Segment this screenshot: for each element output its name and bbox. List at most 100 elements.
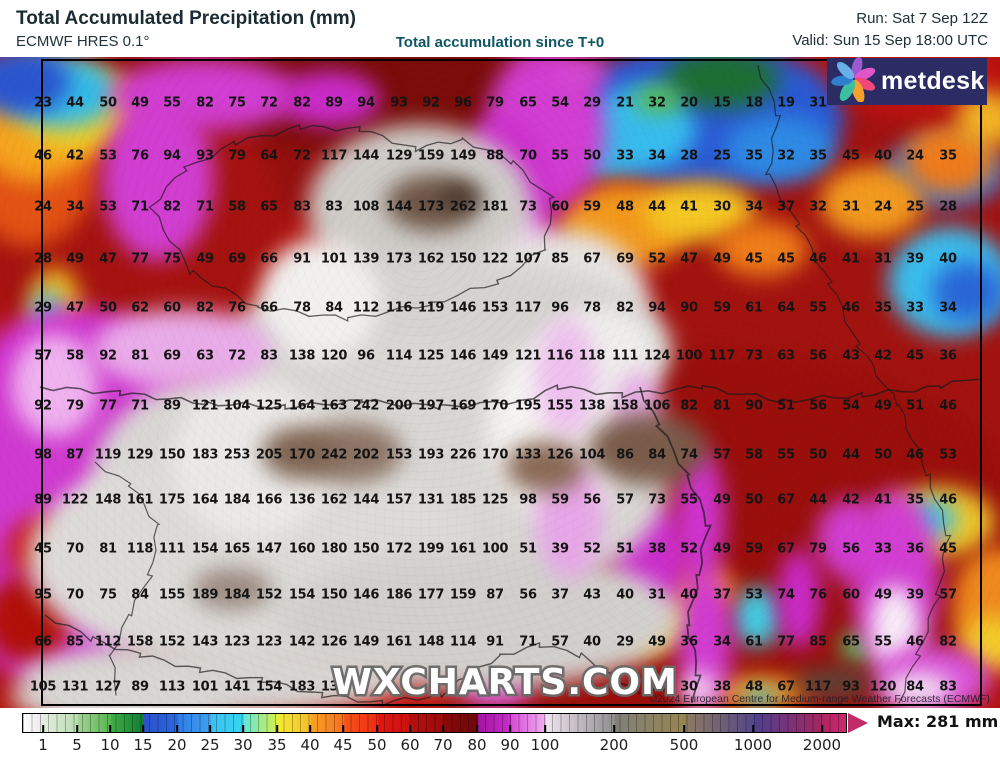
grid-value: 162 [320, 492, 348, 508]
grid-value: 58 [66, 348, 84, 364]
grid-value: 83 [325, 199, 343, 215]
grid-value: 59 [745, 541, 763, 557]
grid-value: 49 [196, 251, 214, 267]
grid-value: 111 [611, 348, 639, 364]
grid-value: 72 [228, 348, 246, 364]
grid-value: 183 [288, 679, 316, 695]
grid-value: 89 [325, 95, 343, 111]
grid-value: 152 [158, 634, 186, 650]
grid-value: 44 [648, 199, 666, 215]
grid-value: 158 [126, 634, 154, 650]
grid-value: 76 [228, 300, 246, 316]
colorbar-tick-label: 90 [500, 736, 520, 754]
grid-value: 51 [777, 398, 795, 414]
grid-value: 82 [293, 95, 311, 111]
grid-value: 60 [842, 587, 860, 603]
grid-value: 49 [874, 398, 892, 414]
grid-value: 65 [842, 634, 860, 650]
grid-value: 67 [777, 679, 795, 695]
grid-value: 105 [29, 679, 57, 695]
grid-value: 31 [648, 587, 666, 603]
grid-value: 161 [126, 492, 154, 508]
grid-value: 71 [131, 398, 149, 414]
grid-value: 124 [643, 348, 671, 364]
grid-value: 78 [583, 300, 601, 316]
colorbar-tick-label: 30 [233, 736, 253, 754]
grid-value: 67 [583, 251, 601, 267]
grid-value: 56 [842, 541, 860, 557]
grid-value: 55 [551, 148, 569, 164]
grid-value: 117 [514, 300, 542, 316]
grid-value: 41 [680, 199, 698, 215]
grid-value: 177 [417, 587, 445, 603]
grid-value: 46 [906, 634, 924, 650]
grid-value: 161 [449, 541, 477, 557]
grid-value: 82 [163, 199, 181, 215]
grid-value: 82 [939, 634, 957, 650]
colorbar-tick-label: 45 [333, 736, 353, 754]
grid-value: 36 [939, 348, 957, 364]
copyright-text: ©2024 European Centre for Medium-range W… [649, 693, 990, 705]
grid-value: 123 [255, 634, 283, 650]
grid-value: 40 [680, 587, 698, 603]
grid-value: 69 [616, 251, 634, 267]
grid-value: 55 [874, 634, 892, 650]
grid-value: 28 [939, 199, 957, 215]
grid-value: 86 [616, 447, 634, 463]
grid-value: 49 [131, 95, 149, 111]
grid-value: 33 [874, 541, 892, 557]
metdesk-pinwheel-icon [827, 57, 879, 107]
grid-value: 117 [804, 679, 832, 695]
grid-value: 44 [842, 447, 860, 463]
grid-value: 126 [546, 447, 574, 463]
colorbar-tick-label: 500 [669, 736, 699, 754]
run-timestamp: Run: Sat 7 Sep 12Z [856, 10, 988, 27]
grid-value: 33 [906, 300, 924, 316]
grid-value: 116 [385, 300, 413, 316]
grid-value: 73 [745, 348, 763, 364]
grid-value: 40 [616, 587, 634, 603]
grid-value: 118 [578, 348, 606, 364]
grid-value: 52 [648, 251, 666, 267]
grid-value: 49 [648, 634, 666, 650]
grid-value: 87 [66, 447, 84, 463]
grid-value: 55 [777, 447, 795, 463]
grid-value: 59 [713, 300, 731, 316]
grid-value: 117 [708, 348, 736, 364]
wxcharts-watermark: WXCHARTS.COM [330, 660, 680, 706]
grid-value: 75 [163, 251, 181, 267]
grid-value: 93 [390, 95, 408, 111]
grid-value: 45 [34, 541, 52, 557]
grid-value: 153 [481, 300, 509, 316]
grid-value: 74 [777, 587, 795, 603]
grid-value: 84 [131, 587, 149, 603]
grid-value: 108 [352, 199, 380, 215]
grid-value: 79 [809, 541, 827, 557]
grid-value: 45 [745, 251, 763, 267]
grid-value: 78 [293, 300, 311, 316]
grid-value: 85 [809, 634, 827, 650]
grid-value: 116 [546, 348, 574, 364]
grid-value: 71 [131, 199, 149, 215]
grid-value: 119 [417, 300, 445, 316]
grid-value: 30 [713, 199, 731, 215]
grid-value: 131 [61, 679, 89, 695]
grid-value: 35 [745, 148, 763, 164]
grid-value: 52 [680, 541, 698, 557]
grid-value: 143 [191, 634, 219, 650]
grid-value: 55 [163, 95, 181, 111]
grid-value: 29 [34, 300, 52, 316]
grid-value: 88 [486, 148, 504, 164]
grid-value: 56 [809, 348, 827, 364]
grid-value: 152 [255, 587, 283, 603]
grid-value: 91 [486, 634, 504, 650]
grid-value: 33 [616, 148, 634, 164]
grid-value: 63 [196, 348, 214, 364]
grid-value: 42 [842, 492, 860, 508]
grid-value: 62 [131, 300, 149, 316]
grid-value: 92 [34, 398, 52, 414]
grid-value: 67 [777, 541, 795, 557]
grid-value: 129 [126, 447, 154, 463]
grid-value: 50 [99, 300, 117, 316]
grid-value: 163 [320, 398, 348, 414]
